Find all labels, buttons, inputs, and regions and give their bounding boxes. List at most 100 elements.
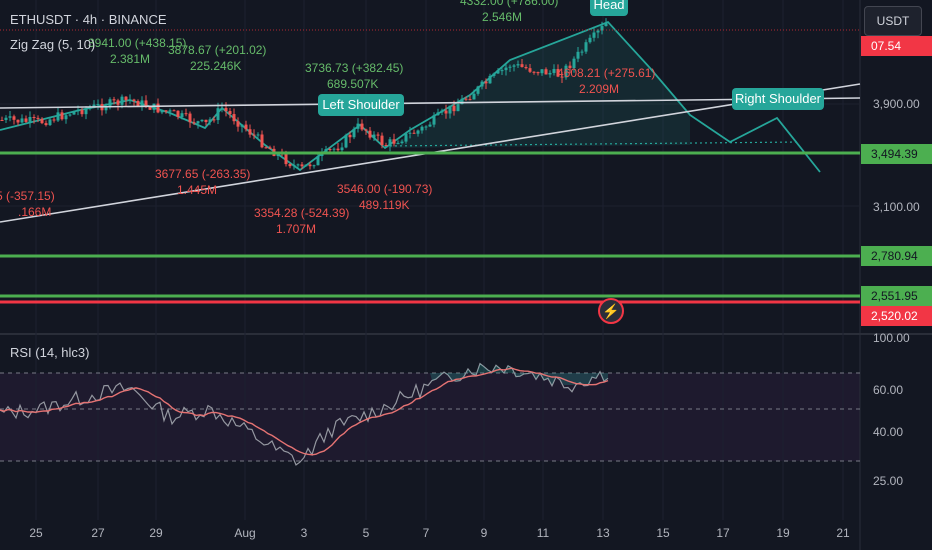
zigzag-label-line1: 3677.65 (-263.35) — [155, 167, 250, 181]
candle-body — [200, 119, 204, 122]
candle-body — [244, 124, 248, 130]
pattern-label-box — [318, 94, 404, 116]
candle-body — [364, 129, 368, 131]
candle-body — [436, 112, 440, 116]
zigzag-label-line2: .166M — [18, 205, 51, 219]
candle-body — [28, 117, 32, 122]
candle-body — [528, 68, 532, 72]
price-badge-text: 2,780.94 — [871, 249, 918, 263]
candle-body — [96, 104, 100, 106]
candle-body — [524, 67, 528, 69]
candle-body — [44, 123, 48, 126]
time-tick-label: 11 — [537, 526, 550, 540]
candle-body — [340, 147, 344, 151]
candle-body — [600, 26, 604, 31]
candle-body — [296, 164, 300, 166]
zigzag-label-line1: 3354.28 (-524.39) — [254, 206, 349, 220]
time-tick-label: 7 — [423, 526, 430, 540]
candle-body — [24, 118, 28, 122]
lightning-alert-icon[interactable]: ⚡ — [598, 298, 624, 324]
candle-body — [196, 121, 200, 124]
candle-body — [572, 58, 576, 69]
rsi-line — [0, 362, 609, 466]
candle-body — [112, 99, 116, 101]
candle-body — [128, 99, 132, 101]
candle-body — [392, 139, 396, 144]
price-badge-box — [861, 36, 932, 56]
pattern-label-box — [590, 0, 628, 16]
candle-body — [88, 107, 92, 109]
price-badge-text: 2,520.02 — [871, 309, 918, 323]
candle-body — [360, 123, 364, 130]
candle-body — [276, 153, 280, 157]
time-tick-label: Aug — [234, 526, 255, 540]
price-badge-text: 2,551.95 — [871, 289, 918, 303]
candle-body — [8, 116, 12, 118]
candle-body — [592, 32, 596, 38]
candle-body — [256, 134, 260, 136]
candle-body — [580, 51, 584, 53]
candle-body — [116, 100, 120, 105]
candle-body — [184, 113, 188, 115]
pattern-label-text: Right Shoulder — [735, 91, 822, 106]
candle-body — [288, 164, 292, 167]
candle-body — [544, 69, 548, 75]
pattern-label-box — [732, 88, 824, 110]
candle-body — [104, 107, 108, 111]
candle-body — [168, 110, 172, 112]
candle-body — [156, 103, 160, 113]
candle-body — [60, 112, 64, 120]
candle-body — [552, 68, 556, 73]
zigzag-label-line2: 689.507K — [327, 77, 378, 91]
rsi-pane — [0, 362, 860, 466]
upper-trendline — [0, 97, 861, 109]
candle-body — [332, 148, 336, 150]
candle-body — [412, 132, 416, 134]
candle-body — [140, 100, 144, 107]
pattern-label-text: Head — [593, 0, 624, 12]
candle-body — [36, 117, 40, 119]
candle-body — [80, 109, 84, 115]
rsi-tick-label: 40.00 — [873, 425, 903, 439]
zigzag-indicator-label[interactable]: Zig Zag (5, 10) — [10, 37, 96, 52]
candle-body — [464, 98, 468, 100]
candle-body — [416, 130, 420, 134]
currency-button[interactable]: USDT — [864, 6, 922, 36]
candle-body — [32, 117, 36, 119]
candle-body — [108, 99, 112, 108]
candle-body — [520, 64, 524, 68]
time-tick-label: 21 — [836, 526, 850, 540]
candle-body — [492, 73, 496, 76]
candle-body — [120, 96, 124, 105]
candle-body — [380, 135, 384, 146]
candle-body — [420, 126, 424, 131]
candle-body — [160, 110, 164, 113]
price-badge-text: 3,494.39 — [871, 147, 918, 161]
candle-body — [560, 76, 564, 78]
candle-body — [384, 145, 388, 147]
pattern-fill — [385, 22, 690, 148]
zigzag-label-line1: 3941.00 (+438.15) — [88, 36, 186, 50]
candle-body — [180, 113, 184, 117]
candle-body — [576, 51, 580, 59]
rsi-tick-label: 60.00 — [873, 383, 903, 397]
pattern-label-text: Left Shoulder — [322, 97, 400, 112]
candle-body — [432, 115, 436, 125]
rsi-band — [0, 373, 860, 461]
candle-body — [12, 116, 16, 120]
candle-body — [40, 118, 44, 124]
zigzag-label-line1: 3736.73 (+382.45) — [305, 61, 403, 75]
candle-body — [404, 133, 408, 142]
zigzag-label-line2: 1.707M — [276, 222, 316, 236]
candle-body — [476, 86, 480, 94]
zigzag-label-line2: 2.209M — [579, 82, 619, 96]
candle-body — [224, 107, 228, 112]
symbol-header[interactable]: ETHUSDT · 4h · BINANCE — [10, 12, 167, 27]
candle-body — [176, 110, 180, 117]
candle-body — [84, 108, 88, 115]
rsi-indicator-label[interactable]: RSI (14, hlc3) — [10, 345, 90, 360]
candle-body — [328, 149, 332, 151]
candle-body — [460, 98, 464, 105]
candle-body — [428, 124, 432, 127]
candle-body — [164, 110, 168, 112]
